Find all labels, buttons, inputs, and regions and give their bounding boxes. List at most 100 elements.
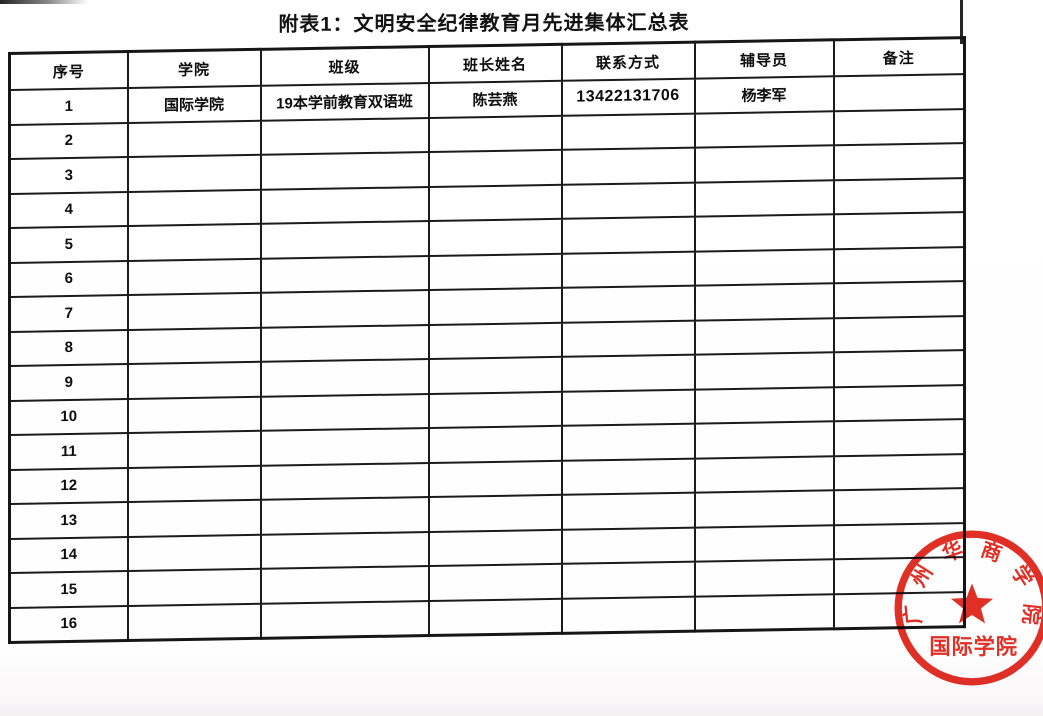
table-cell — [428, 322, 562, 360]
table-cell — [127, 189, 261, 227]
table-cell — [561, 561, 695, 599]
row-number-cell: 4 — [9, 191, 128, 228]
star-icon — [950, 583, 994, 624]
row-number-cell: 15 — [9, 571, 128, 608]
table-cell — [127, 154, 261, 192]
table-cell — [127, 396, 261, 434]
table-cell — [561, 182, 695, 219]
table-cell — [428, 115, 562, 153]
table-cell — [561, 596, 695, 634]
table-cell — [694, 593, 834, 632]
table-cell — [833, 143, 965, 180]
row-number-cell: 1 — [9, 88, 128, 125]
table-cell — [833, 177, 965, 215]
table-cell — [561, 389, 695, 426]
table-cell — [260, 186, 429, 224]
row-number-cell: 7 — [9, 295, 128, 332]
row-number-cell: 11 — [9, 433, 128, 470]
row-number-cell: 10 — [9, 398, 128, 435]
table-cell — [833, 246, 965, 284]
table-cell — [561, 113, 695, 150]
table-cell — [260, 600, 429, 639]
table-cell — [561, 527, 695, 564]
table-cell — [694, 110, 834, 148]
table-cell — [428, 529, 562, 567]
row-number-cell: 12 — [9, 467, 128, 504]
row-number-cell: 8 — [9, 329, 128, 366]
table-cell — [260, 462, 429, 500]
table-cell — [127, 603, 261, 641]
table-cell: 国际学院 — [127, 85, 261, 123]
table-cell — [428, 356, 562, 394]
svg-text:广: 广 — [900, 603, 926, 626]
table-cell — [127, 120, 261, 158]
table-cell — [694, 248, 834, 286]
row-number-cell: 13 — [9, 502, 128, 539]
table-cell — [260, 359, 429, 397]
table-cell — [260, 221, 429, 259]
table-cell — [694, 421, 834, 459]
table-cell — [260, 497, 429, 535]
table-cell — [833, 315, 965, 353]
table-cell — [260, 531, 429, 569]
table-cell — [428, 460, 562, 498]
table-cell: 陈芸燕 — [428, 80, 562, 118]
table-cell — [694, 524, 834, 562]
table-cell — [694, 317, 834, 355]
table-cell — [694, 214, 834, 252]
table-cell — [127, 361, 261, 399]
table-cell — [127, 223, 261, 261]
table-cell — [260, 117, 429, 155]
row-number-cell: 9 — [9, 364, 128, 401]
table-cell — [833, 419, 965, 456]
table-body: 1 国际学院 19本学前教育双语班 陈芸燕 13422131706 杨李军 2 3 4 5 6 7 8 9… — [9, 74, 965, 643]
table-container: 序号 学院 班级 班长姓名 联系方式 辅导员 备注 1 国际学院 19本学前教育双语班 陈芸燕 13… — [8, 36, 966, 644]
table-cell — [127, 327, 261, 365]
scan-artifact-right-line — [960, 0, 963, 44]
table-cell — [561, 423, 695, 461]
row-number-cell: 2 — [9, 122, 128, 159]
svg-text:院: 院 — [1018, 603, 1043, 626]
table-cell — [260, 324, 429, 362]
table-cell — [127, 430, 261, 468]
table-cell — [260, 290, 429, 328]
table-cell — [561, 285, 695, 323]
table-cell: 13422131706 — [561, 78, 695, 116]
column-header: 序号 — [9, 51, 128, 90]
column-header: 学院 — [127, 49, 261, 89]
table-cell — [561, 354, 695, 392]
table-cell — [428, 598, 562, 636]
table-cell: 19本学前教育双语班 — [260, 83, 429, 121]
table-cell — [127, 499, 261, 537]
table-cell — [428, 253, 562, 291]
table-cell — [428, 149, 562, 187]
table-cell — [428, 184, 562, 222]
table-cell — [561, 216, 695, 254]
table-cell — [127, 465, 261, 503]
table-cell — [694, 455, 834, 493]
table-cell: 杨李军 — [694, 76, 834, 114]
column-header: 联系方式 — [561, 42, 695, 81]
table-cell — [561, 147, 695, 185]
column-header: 班长姓名 — [428, 44, 562, 84]
column-header: 辅导员 — [694, 39, 834, 79]
table-cell — [833, 384, 965, 422]
table-cell — [694, 283, 834, 321]
table-cell — [127, 258, 261, 296]
table-cell — [694, 559, 834, 597]
table-cell — [694, 145, 834, 183]
table-cell — [127, 292, 261, 330]
table-cell — [833, 74, 965, 111]
row-number-cell: 16 — [9, 605, 128, 643]
column-header: 班级 — [260, 46, 429, 86]
row-number-cell: 14 — [9, 536, 128, 573]
seal-bottom-text: 国际学院 — [929, 634, 1018, 659]
scan-artifact-top-left — [0, 0, 88, 4]
page-title: 附表1：文明安全纪律教育月先进集体汇总表 — [278, 12, 690, 36]
table-cell — [833, 212, 965, 249]
table-cell — [694, 179, 834, 217]
table-cell — [428, 391, 562, 429]
official-seal: 广州华 商学院 国际学院 — [894, 530, 1043, 686]
table-cell — [428, 563, 562, 601]
table-cell — [561, 320, 695, 357]
